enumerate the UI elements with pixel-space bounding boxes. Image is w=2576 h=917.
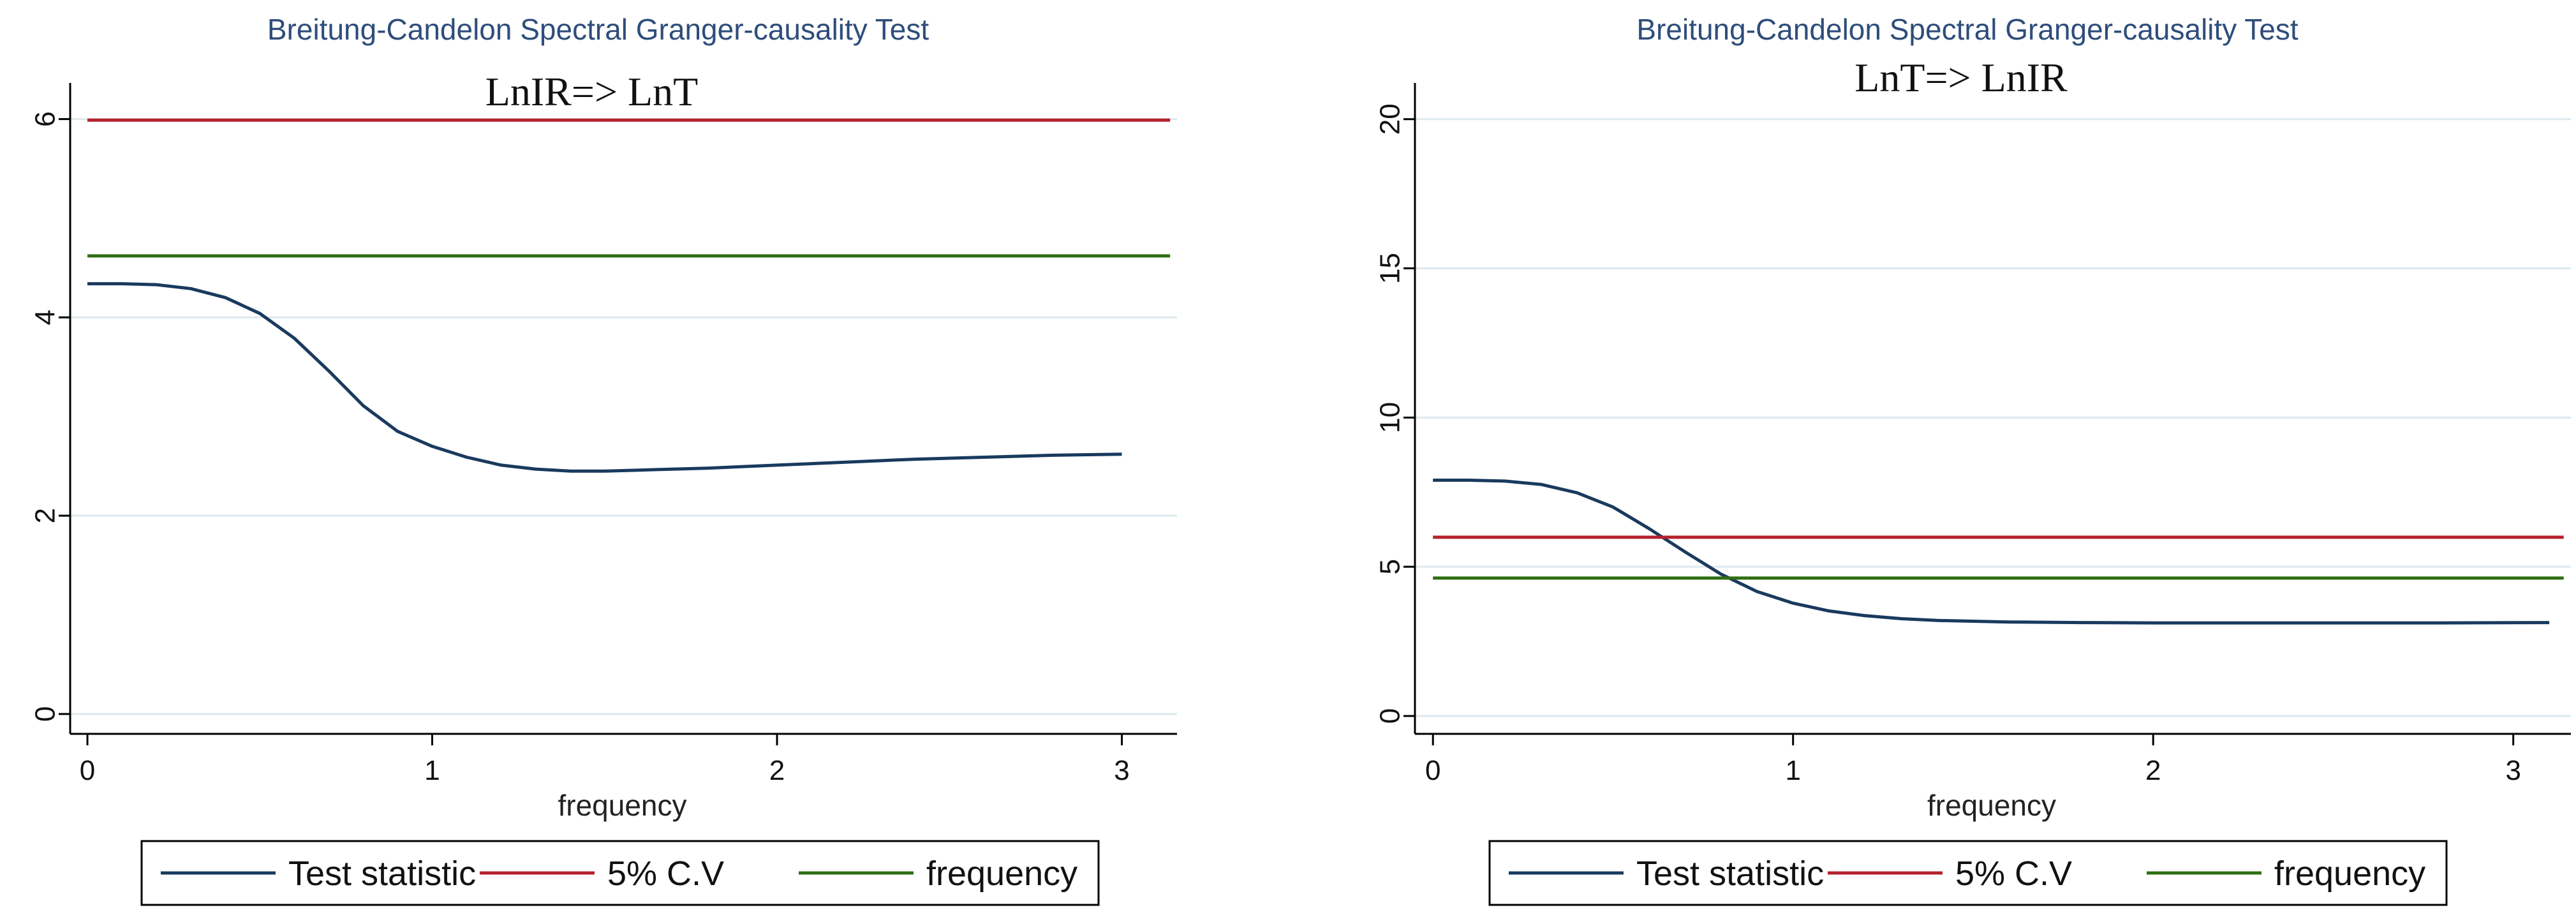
chart-title: LnIR=> LnT bbox=[485, 69, 698, 114]
legend-box bbox=[1488, 840, 2448, 906]
x-tick-label: 1 bbox=[1785, 755, 1800, 786]
y-tick-label: 6 bbox=[29, 111, 61, 126]
legend: Test statistic 5% C.V frequency bbox=[1488, 840, 2448, 906]
legend-label: Test statistic bbox=[1636, 854, 1824, 893]
legend-label: frequency bbox=[2274, 854, 2425, 893]
series-line-test-statistic bbox=[87, 282, 1122, 473]
x-tick-label: 3 bbox=[1114, 755, 1129, 786]
legend-label: frequency bbox=[926, 854, 1077, 893]
chart-panel-1: Breitung-Candelon Spectral Granger-causa… bbox=[29, 13, 1177, 906]
y-tick-label: 0 bbox=[1374, 708, 1405, 724]
legend: Test statistic 5% C.V frequency bbox=[140, 840, 1100, 906]
x-tick-label: 2 bbox=[769, 755, 785, 786]
x-axis-title: frequency bbox=[558, 789, 686, 822]
x-tick-label: 0 bbox=[1425, 755, 1440, 786]
legend-label: 5% C.V bbox=[1955, 854, 2072, 893]
y-tick-label: 2 bbox=[29, 508, 61, 523]
x-tick-label: 0 bbox=[80, 755, 95, 786]
chart-suptitle: Breitung-Candelon Spectral Granger-causa… bbox=[267, 13, 929, 46]
x-tick-label: 2 bbox=[2145, 755, 2161, 786]
chart-suptitle: Breitung-Candelon Spectral Granger-causa… bbox=[1636, 13, 2298, 46]
y-tick-label: 10 bbox=[1374, 402, 1405, 433]
x-axis-title: frequency bbox=[1927, 789, 2056, 822]
y-tick-label: 20 bbox=[1374, 103, 1405, 135]
x-tick-label: 1 bbox=[424, 755, 440, 786]
y-tick-label: 0 bbox=[29, 706, 61, 722]
chart-panel-2: Breitung-Candelon Spectral Granger-causa… bbox=[1374, 13, 2571, 906]
y-tick-label: 4 bbox=[29, 309, 61, 325]
series-line-test-statistic bbox=[1433, 479, 2550, 625]
legend-label: 5% C.V bbox=[607, 854, 724, 893]
y-tick-label: 5 bbox=[1374, 559, 1405, 574]
legend-label: Test statistic bbox=[288, 854, 476, 893]
legend-box bbox=[140, 840, 1100, 906]
chart-title: LnT=> LnIR bbox=[1854, 55, 2068, 100]
y-tick-label: 15 bbox=[1374, 253, 1405, 284]
x-tick-label: 3 bbox=[2505, 755, 2520, 786]
